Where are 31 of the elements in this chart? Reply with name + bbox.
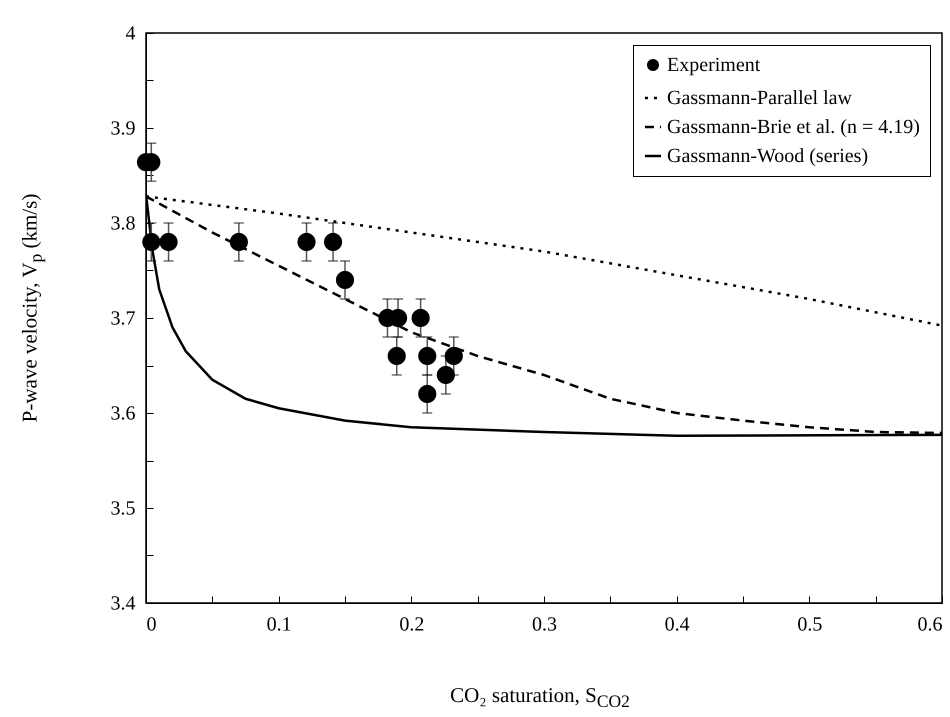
y-tick-label: 3.5 — [110, 498, 136, 520]
point — [436, 366, 455, 384]
point — [159, 232, 178, 252]
y-tick-label: 4 — [126, 22, 136, 44]
point — [412, 308, 430, 328]
legend-label: Gassmann-Wood (series) — [667, 145, 868, 167]
legend-label: Experiment — [667, 54, 761, 76]
y-tick-label: 3.9 — [110, 118, 136, 140]
x-tick-label: 0.1 — [266, 614, 292, 636]
point — [324, 232, 342, 252]
y-tick-label: 3.7 — [110, 308, 136, 330]
x-tick-label: 0 — [146, 614, 156, 636]
x-tick-label: 0.4 — [664, 614, 690, 636]
legend-label: Gassmann-Parallel law — [667, 87, 852, 109]
x-tick-label: 0.2 — [399, 614, 424, 636]
point — [297, 232, 316, 252]
point — [142, 232, 160, 252]
y-tick-label: 3.4 — [110, 592, 136, 614]
legend-label: Gassmann-Brie et al. (n = 4.19) — [667, 116, 920, 138]
y-tick-label: 3.6 — [110, 402, 136, 424]
point — [418, 346, 436, 366]
x-axis-title: CO₂ saturation, S$_{CO2}$ — [450, 683, 630, 712]
y-tick-label: 3.8 — [110, 212, 136, 234]
x-tick-label: 0.3 — [532, 614, 557, 636]
point — [388, 346, 406, 366]
point — [418, 384, 436, 404]
point — [444, 346, 463, 366]
point — [336, 270, 354, 290]
x-tick-label: 0.6 — [918, 614, 942, 636]
x-tick-label: 0.5 — [797, 614, 822, 636]
point — [230, 232, 248, 252]
